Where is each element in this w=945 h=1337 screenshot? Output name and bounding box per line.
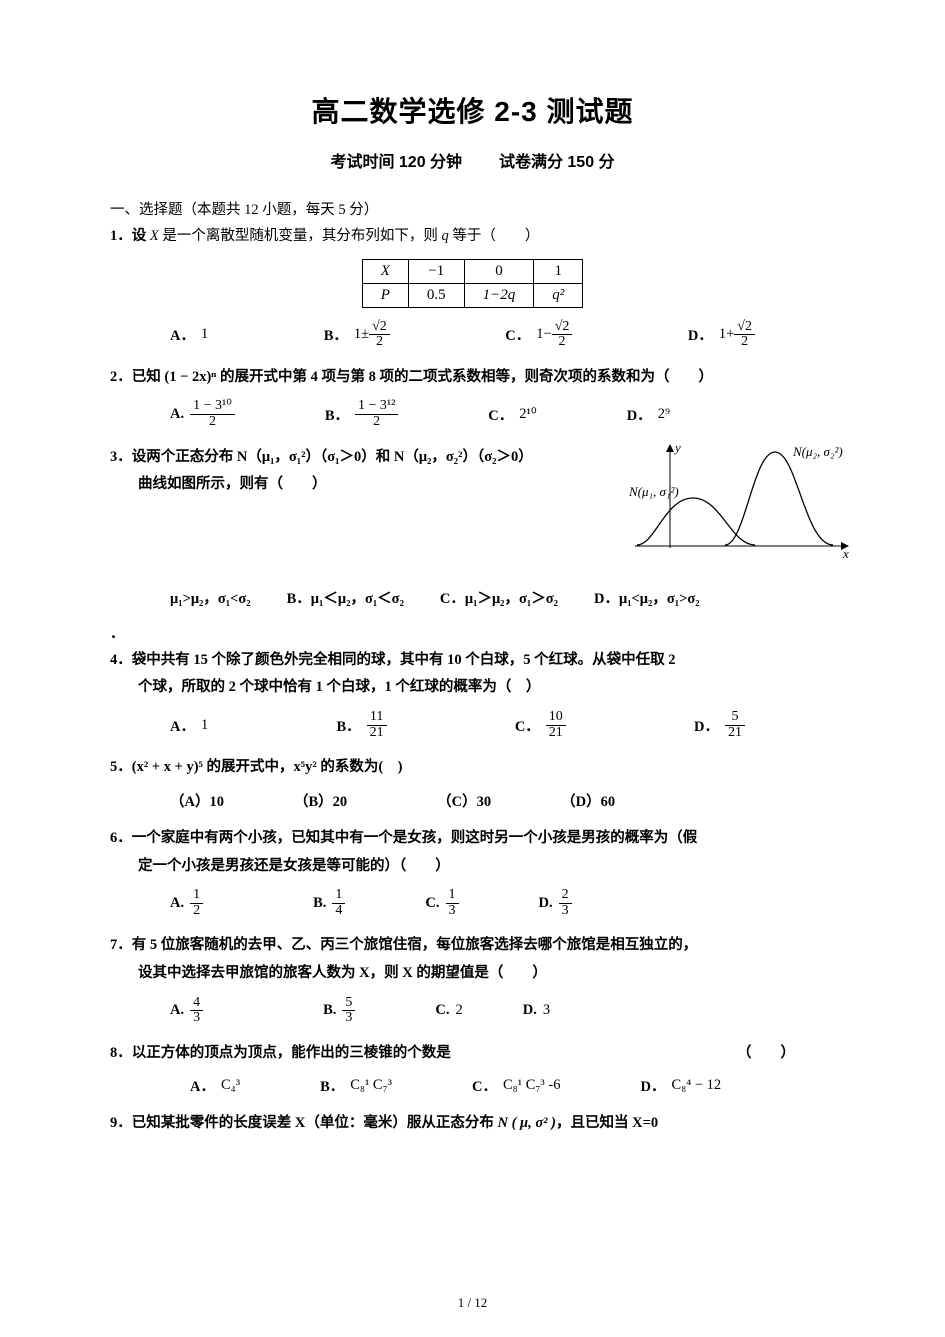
q7-opt-d: D.3 bbox=[523, 996, 550, 1026]
axis-x-label: x bbox=[842, 546, 849, 561]
q7-opt-b: B.53 bbox=[323, 996, 355, 1026]
section-header-1: 一、选择题（本题共 12 小题，每天 5 分） bbox=[110, 198, 835, 219]
q4-line2: 个球，所取的 2 个球中恰有 1 个白球，1 个红球的概率为（ ） bbox=[138, 674, 835, 702]
q3-opt-b: B．μ₁＜μ₂，σ₁＜σ₂ bbox=[287, 587, 404, 608]
graph-label-n1: N(μ₁, σ₁²) bbox=[628, 484, 679, 499]
question-7: 7．有 5 位旅客随机的去甲、乙、丙三个旅馆住宿，每位旅客选择去哪个旅馆是相互独… bbox=[110, 932, 835, 987]
page-subtitle: 考试时间 120 分钟 试卷满分 150 分 bbox=[110, 148, 835, 172]
q8-opt-b: B．C₈¹ C₇³ bbox=[320, 1075, 392, 1096]
question-5: 5．(x² + x + y)⁵ 的展开式中，x⁵y² 的系数为( ) bbox=[110, 754, 835, 782]
subtitle-score: 试卷满分 150 分 bbox=[499, 154, 615, 171]
q6-opt-b: B.14 bbox=[313, 888, 345, 918]
cell: 0 bbox=[464, 259, 534, 283]
q2-opt-b: B．1 − 3¹²2 bbox=[325, 399, 398, 429]
q6-opt-a: A.12 bbox=[170, 888, 203, 918]
q7-opt-c: C.2 bbox=[435, 996, 462, 1026]
q9-b: N ( μ, σ² ) bbox=[497, 1115, 555, 1131]
cell: q² bbox=[534, 283, 583, 307]
q2-text: 2．已知 (1 − 2x)ⁿ 的展开式中第 4 项与第 8 项的二项式系数相等，… bbox=[110, 369, 713, 385]
table-row: X −1 0 1 bbox=[362, 259, 583, 283]
q6-line2: 定一个小孩是男孩还是女孩是等可能的）（ ） bbox=[138, 853, 835, 881]
question-8: 8．以正方体的顶点为顶点，能作出的三棱锥的个数是 （ ） bbox=[110, 1040, 835, 1068]
q1-opt-d: D．1+√22 bbox=[688, 320, 755, 350]
q1-opt-b: B．1±√22 bbox=[324, 320, 390, 350]
q5-opt-a: （A）10 bbox=[170, 790, 224, 811]
q4-opt-d: D．521 bbox=[694, 710, 745, 740]
q7-opt-a: A.43 bbox=[170, 996, 203, 1026]
q7-line2: 设其中选择去甲旅馆的旅客人数为 X，则 X 的期望值是（ ） bbox=[138, 960, 835, 988]
question-6: 6．一个家庭中有两个小孩，已知其中有一个是女孩，则这时另一个小孩是男孩的概率为（… bbox=[110, 825, 835, 880]
cell: 1−2q bbox=[464, 283, 534, 307]
q8-paren: （ ） bbox=[737, 1040, 795, 1068]
q4-opt-c: C．1021 bbox=[515, 710, 566, 740]
q9-c: ，且已知当 X=0 bbox=[556, 1115, 658, 1131]
q5-text: 5．(x² + x + y)⁵ 的展开式中，x⁵y² 的系数为( ) bbox=[110, 759, 402, 775]
cell: −1 bbox=[408, 259, 464, 283]
question-2: 2．已知 (1 − 2x)ⁿ 的展开式中第 4 项与第 8 项的二项式系数相等，… bbox=[110, 364, 835, 392]
q6-options: A.12 B.14 C.13 D.23 bbox=[170, 888, 835, 918]
q3-opt-d: D．μ₁<μ₂，σ₁>σ₂ bbox=[594, 587, 700, 608]
q4-opt-b: B．1121 bbox=[336, 710, 386, 740]
q8-opt-d: D．C₈⁴ − 12 bbox=[640, 1075, 721, 1096]
q3-options: μ₁>μ₂，σ₁<σ₂ B．μ₁＜μ₂，σ₁＜σ₂ C．μ₁＞μ₂，σ₁＞σ₂ … bbox=[170, 587, 835, 608]
q1-opt-a: A．1 bbox=[170, 320, 208, 350]
q6-opt-d: D.23 bbox=[539, 888, 572, 918]
cell: P bbox=[362, 283, 408, 307]
q3-opt-c: C．μ₁＞μ₂，σ₁＞σ₂ bbox=[440, 587, 558, 608]
q4-options: A．1 B．1121 C．1021 D．521 bbox=[170, 710, 805, 740]
subtitle-time: 考试时间 120 分钟 bbox=[330, 154, 462, 171]
q7-line1: 7．有 5 位旅客随机的去甲、乙、丙三个旅馆住宿，每位旅客选择去哪个旅馆是相互独… bbox=[110, 932, 835, 960]
q1-mid: 是一个离散型随机变量，其分布列如下，则 bbox=[159, 228, 442, 244]
cell: 0.5 bbox=[408, 283, 464, 307]
cell: 1 bbox=[534, 259, 583, 283]
q2-opt-c: C．2¹⁰ bbox=[488, 399, 536, 429]
page-footer: 1 / 12 bbox=[0, 1295, 945, 1311]
q2-opt-a: A.1 − 3¹⁰2 bbox=[170, 399, 235, 429]
q7-options: A.43 B.53 C.2 D.3 bbox=[170, 996, 835, 1026]
q6-line1: 6．一个家庭中有两个小孩，已知其中有一个是女孩，则这时另一个小孩是男孩的概率为（… bbox=[110, 825, 835, 853]
normal-curves-svg: N(μ₁, σ₁²) N(μ₂, σ₂²) x y bbox=[625, 438, 855, 568]
q1-options: A．1 B．1±√22 C．1−√22 D．1+√22 bbox=[170, 320, 815, 350]
question-4: 4．袋中共有 15 个除了颜色外完全相同的球，其中有 10 个白球，5 个红球。… bbox=[110, 647, 835, 702]
q8-options: A．C₄³ B．C₈¹ C₇³ C．C₈¹ C₇³ -6 D．C₈⁴ − 12 bbox=[190, 1075, 835, 1096]
q8-opt-c: C．C₈¹ C₇³ -6 bbox=[472, 1075, 560, 1096]
q8-text: 8．以正方体的顶点为顶点，能作出的三棱锥的个数是 bbox=[110, 1040, 451, 1068]
q5-opt-c: （C）30 bbox=[437, 790, 491, 811]
q1-var-x: X bbox=[150, 228, 159, 244]
q4-opt-a: A．1 bbox=[170, 710, 208, 740]
q1-opt-c: C．1−√22 bbox=[505, 320, 572, 350]
question-1: 1．设 X 是一个离散型随机变量，其分布列如下，则 q 等于（ ） bbox=[110, 223, 835, 251]
q8-opt-a: A．C₄³ bbox=[190, 1075, 240, 1096]
q5-opt-b: （B）20 bbox=[294, 790, 347, 811]
q6-opt-c: C.13 bbox=[425, 888, 458, 918]
page: 高二数学选修 2-3 测试题 考试时间 120 分钟 试卷满分 150 分 一、… bbox=[0, 0, 945, 1337]
table-row: P 0.5 1−2q q² bbox=[362, 283, 583, 307]
cell: X bbox=[362, 259, 408, 283]
q1-tail: 等于（ ） bbox=[449, 228, 540, 244]
q3-graph: N(μ₁, σ₁²) N(μ₂, σ₂²) x y bbox=[625, 438, 855, 568]
question-3: 3．设两个正态分布 N（μ₁，σ₁²）（σ₁＞0）和 N（μ₂，σ₂²）（σ₂＞… bbox=[110, 444, 835, 579]
q9-a: 9．已知某批零件的长度误差 X（单位：毫米）服从正态分布 bbox=[110, 1115, 497, 1131]
q4-line1: 4．袋中共有 15 个除了颜色外完全相同的球，其中有 10 个白球，5 个红球。… bbox=[110, 647, 835, 675]
q1-num: 1．设 bbox=[110, 228, 150, 244]
q2-options: A.1 − 3¹⁰2 B．1 − 3¹²2 C．2¹⁰ D．2⁹ bbox=[170, 399, 835, 429]
q1-distribution-table: X −1 0 1 P 0.5 1−2q q² bbox=[362, 259, 584, 308]
q1-var-q: q bbox=[441, 228, 448, 244]
page-title: 高二数学选修 2-3 测试题 bbox=[110, 90, 835, 130]
q5-opt-d: （D）60 bbox=[561, 790, 615, 811]
axis-y-label: y bbox=[673, 440, 681, 455]
q3-opt-a: μ₁>μ₂，σ₁<σ₂ bbox=[170, 587, 251, 608]
graph-label-n2: N(μ₂, σ₂²) bbox=[792, 444, 843, 459]
question-9: 9．已知某批零件的长度误差 X（单位：毫米）服从正态分布 N ( μ, σ² )… bbox=[110, 1110, 835, 1138]
q5-options: （A）10 （B）20 （C）30 （D）60 bbox=[170, 790, 835, 811]
q2-opt-d: D．2⁹ bbox=[627, 399, 670, 429]
